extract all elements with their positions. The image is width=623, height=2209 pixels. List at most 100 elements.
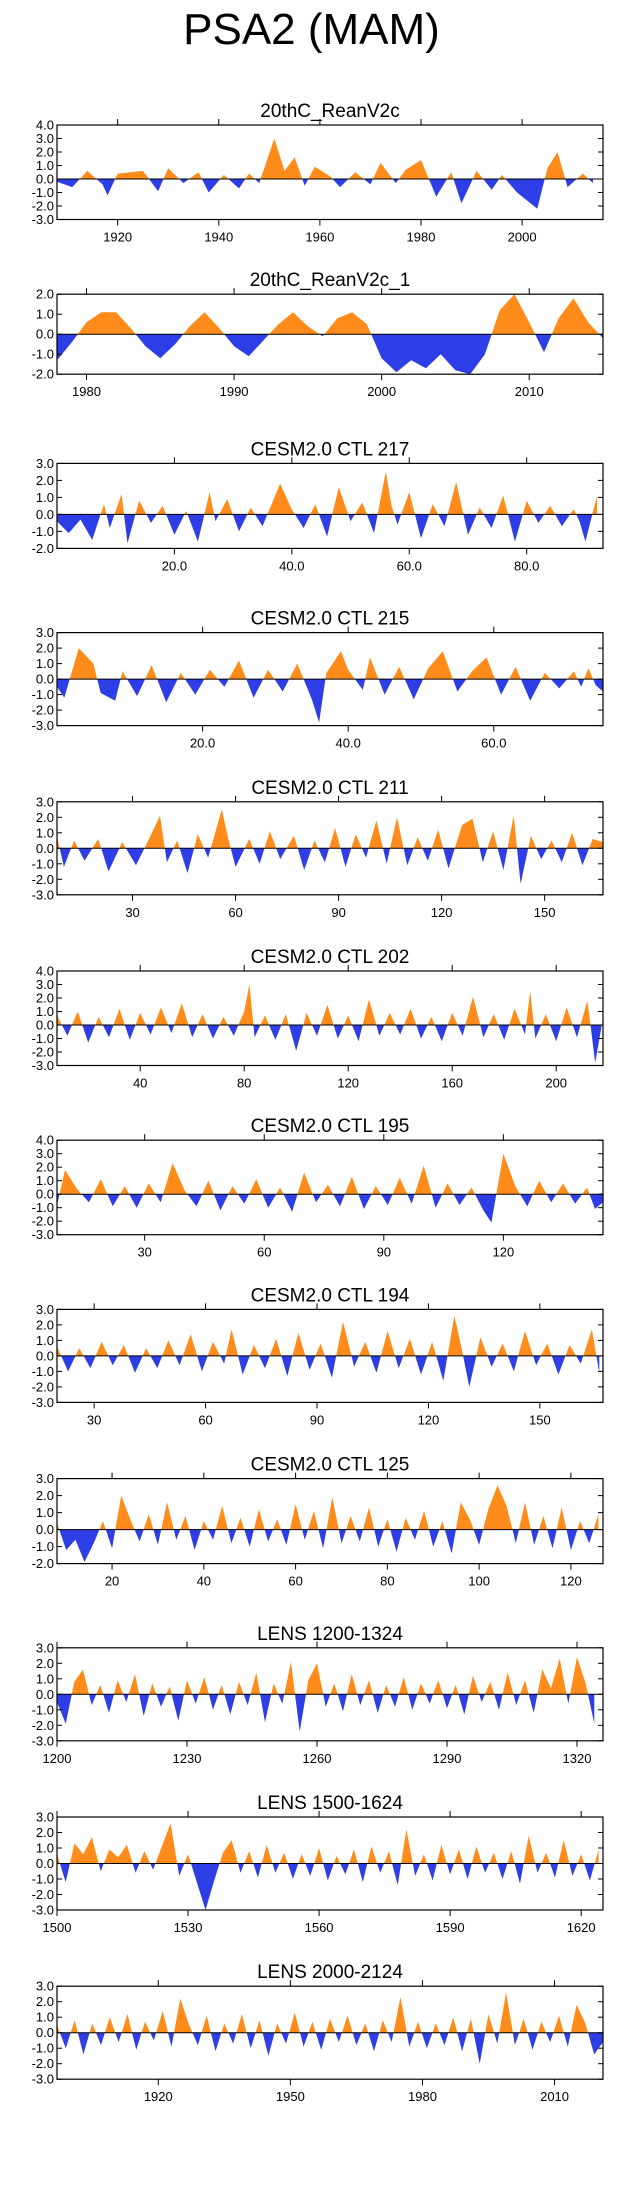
y-tick-label: 1.0 xyxy=(36,1004,54,1019)
y-tick-label: -2.0 xyxy=(32,1887,54,1902)
y-tick-label: -2.0 xyxy=(32,872,54,887)
negative-area xyxy=(59,848,590,884)
panel: LENS 2000-2124 3.02.01.00.0-1.0-2.0-3.0 19… xyxy=(32,1962,604,2104)
y-tick-label: -1.0 xyxy=(32,524,54,539)
y-tick-label: 1.0 xyxy=(36,825,54,840)
panel-title: LENS 1200-1324 xyxy=(257,1624,403,1645)
y-tick-label: -3.0 xyxy=(32,887,54,902)
y-tick-label: -2.0 xyxy=(32,367,54,382)
figure-title: PSA2 (MAM) xyxy=(183,5,440,54)
x-tick-label: 60 xyxy=(257,1245,271,1260)
y-tick-label: 3.0 xyxy=(36,977,54,992)
y-tick-label: -2.0 xyxy=(32,2056,54,2071)
y-tick-label: -1.0 xyxy=(32,1702,54,1717)
x-tick-label: 1290 xyxy=(433,1751,462,1766)
panel-title: CESM2.0 CTL 202 xyxy=(251,947,410,968)
x-tick-label: 1980 xyxy=(408,2089,437,2104)
panel: CESM2.0 CTL 194 3.02.01.00.0-1.0-2.0-3.0 3… xyxy=(32,1285,604,1427)
y-tick-label: 2.0 xyxy=(36,810,54,825)
positive-area xyxy=(79,138,589,179)
y-tick-label: -1.0 xyxy=(32,687,54,702)
y-tick-label: -1.0 xyxy=(32,1539,54,1554)
y-tick-label: 4.0 xyxy=(36,118,54,133)
y-tick-label: -2.0 xyxy=(32,1718,54,1733)
y-tick-label: 2.0 xyxy=(36,145,54,160)
y-tick-label: -1.0 xyxy=(32,1872,54,1887)
y-tick-label: 2.0 xyxy=(36,473,54,488)
y-tick-label: 0.0 xyxy=(36,327,54,342)
negative-area xyxy=(57,179,593,209)
x-tick-label: 90 xyxy=(377,1245,391,1260)
y-tick-label: 2.0 xyxy=(36,641,54,656)
y-tick-label: -1.0 xyxy=(32,1031,54,1046)
x-tick-label: 120 xyxy=(560,1574,582,1589)
x-tick-label: 60 xyxy=(228,905,242,920)
y-tick-label: -2.0 xyxy=(32,1379,54,1394)
negative-area xyxy=(57,679,603,723)
negative-area xyxy=(59,1863,595,1910)
panel: LENS 1500-1624 3.02.01.00.0-1.0-2.0-3.0 15… xyxy=(32,1793,604,1935)
y-tick-label: 1.0 xyxy=(36,158,54,173)
x-tick-label: 1990 xyxy=(220,384,249,399)
y-tick-label: 4.0 xyxy=(36,964,54,979)
panel-title: CESM2.0 CTL 215 xyxy=(251,609,410,630)
panel-title: CESM2.0 CTL 194 xyxy=(251,1285,410,1306)
x-tick-label: 30 xyxy=(125,905,139,920)
y-tick-label: -2.0 xyxy=(32,1214,54,1229)
y-tick-label: -1.0 xyxy=(32,1200,54,1215)
y-tick-label: -2.0 xyxy=(32,199,54,214)
x-tick-label: 20.0 xyxy=(162,558,187,573)
y-tick-label: 3.0 xyxy=(36,131,54,146)
negative-area xyxy=(59,1529,594,1562)
positive-area xyxy=(57,809,603,849)
y-tick-label: 0.0 xyxy=(36,1856,54,1871)
y-tick-label: -3.0 xyxy=(32,1058,54,1073)
y-tick-label: 0.0 xyxy=(36,841,54,856)
y-tick-label: 2.0 xyxy=(36,991,54,1006)
panel: LENS 1200-1324 3.02.01.00.0-1.0-2.0-3.0 12… xyxy=(32,1624,604,1766)
x-tick-label: 1920 xyxy=(103,230,132,245)
negative-area xyxy=(59,2032,603,2064)
x-tick-label: 2000 xyxy=(367,384,396,399)
x-tick-label: 1500 xyxy=(43,1920,72,1935)
x-tick-label: 2000 xyxy=(508,230,537,245)
y-tick-label: 1.0 xyxy=(36,1173,54,1188)
x-tick-label: 40 xyxy=(133,1076,147,1091)
x-tick-label: 60 xyxy=(288,1574,302,1589)
y-tick-label: -1.0 xyxy=(32,2041,54,2056)
x-tick-label: 100 xyxy=(468,1574,490,1589)
negative-area xyxy=(57,334,603,375)
y-tick-label: 0.0 xyxy=(36,1687,54,1702)
panel: 20thC_ReanV2c_1 2.0 1.0 0.0 -1.0 -2.0 1980 1990… xyxy=(32,270,604,399)
panel: 20thC_ReanV2c 4.03.02.01.00.0-1.0-2.0-3.0… xyxy=(32,101,604,245)
x-tick-label: 1950 xyxy=(276,2089,305,2104)
y-tick-label: 3.0 xyxy=(36,1471,54,1486)
y-tick-label: 1.0 xyxy=(36,2010,54,2025)
y-tick-label: -1.0 xyxy=(32,185,54,200)
x-tick-label: 60 xyxy=(198,1412,212,1427)
negative-area xyxy=(57,1194,603,1223)
y-tick-label: 1.0 xyxy=(36,490,54,505)
y-tick-label: 2.0 xyxy=(36,287,54,302)
negative-area xyxy=(57,1694,595,1732)
y-tick-label: -3.0 xyxy=(32,2072,54,2087)
x-tick-label: 120 xyxy=(337,1076,359,1091)
y-tick-label: -1.0 xyxy=(32,856,54,871)
positive-area xyxy=(59,1153,590,1195)
x-tick-label: 120 xyxy=(493,1245,515,1260)
positive-area xyxy=(57,1485,599,1530)
x-tick-label: 60.0 xyxy=(397,558,422,573)
x-tick-label: 90 xyxy=(310,1412,324,1427)
positive-area xyxy=(57,1992,588,2033)
x-tick-label: 20.0 xyxy=(190,736,215,751)
x-tick-label: 1940 xyxy=(204,230,233,245)
panel-title: LENS 2000-2124 xyxy=(257,1962,403,1983)
panel: CESM2.0 CTL 217 3.0 2.0 1.0 0.0 -1.0 -2.0 20.0 4… xyxy=(32,439,604,573)
x-tick-label: 20 xyxy=(105,1574,119,1589)
panel-title: CESM2.0 CTL 217 xyxy=(251,439,410,460)
x-tick-label: 80 xyxy=(237,1076,251,1091)
x-tick-label: 40 xyxy=(197,1574,211,1589)
x-tick-label: 120 xyxy=(418,1412,440,1427)
panel-title: LENS 1500-1624 xyxy=(257,1793,403,1814)
